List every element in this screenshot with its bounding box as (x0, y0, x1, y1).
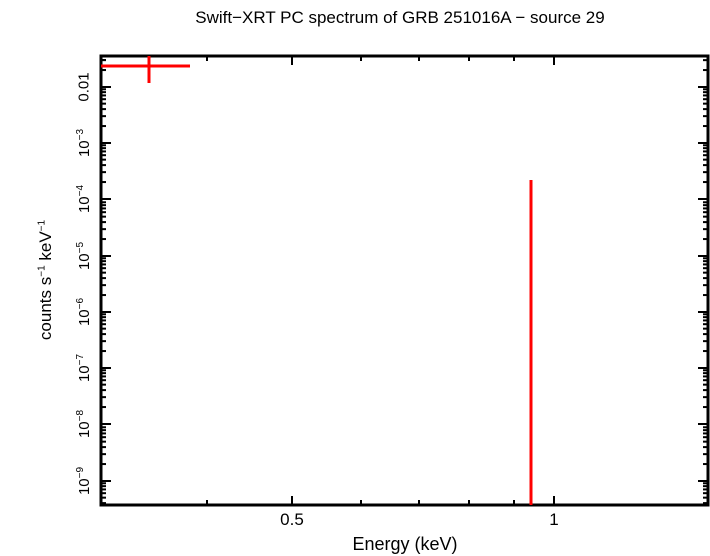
ytick-label-1e-8: 10−8 (75, 409, 93, 439)
ytick-label-0.01: 0.01 (75, 72, 93, 102)
ytick-label-1e-9: 10−9 (75, 466, 93, 496)
ytick-label-1e-3: 10−3 (75, 128, 93, 158)
ytick-label-1e-5: 10−5 (75, 241, 93, 271)
plot-frame (99, 54, 710, 507)
y-minor-ticks-generated (101, 59, 708, 505)
y-axis-label: counts s−1 keV−1 (36, 219, 55, 341)
chart-title: Swift−XRT PC spectrum of GRB 251016A − s… (195, 8, 605, 27)
y-ticks (101, 86, 708, 482)
ytick-label-1e-6: 10−6 (75, 297, 93, 327)
x-axis-label: Energy (keV) (352, 534, 458, 554)
xtick-label-1: 1 (549, 510, 559, 529)
ytick-label-1e-4: 10−4 (75, 184, 93, 214)
x-ticks (206, 56, 555, 505)
ytick-label-1e-7: 10−7 (75, 353, 93, 383)
data-point-1 (101, 56, 190, 83)
xtick-label-0.5: 0.5 (280, 510, 304, 529)
